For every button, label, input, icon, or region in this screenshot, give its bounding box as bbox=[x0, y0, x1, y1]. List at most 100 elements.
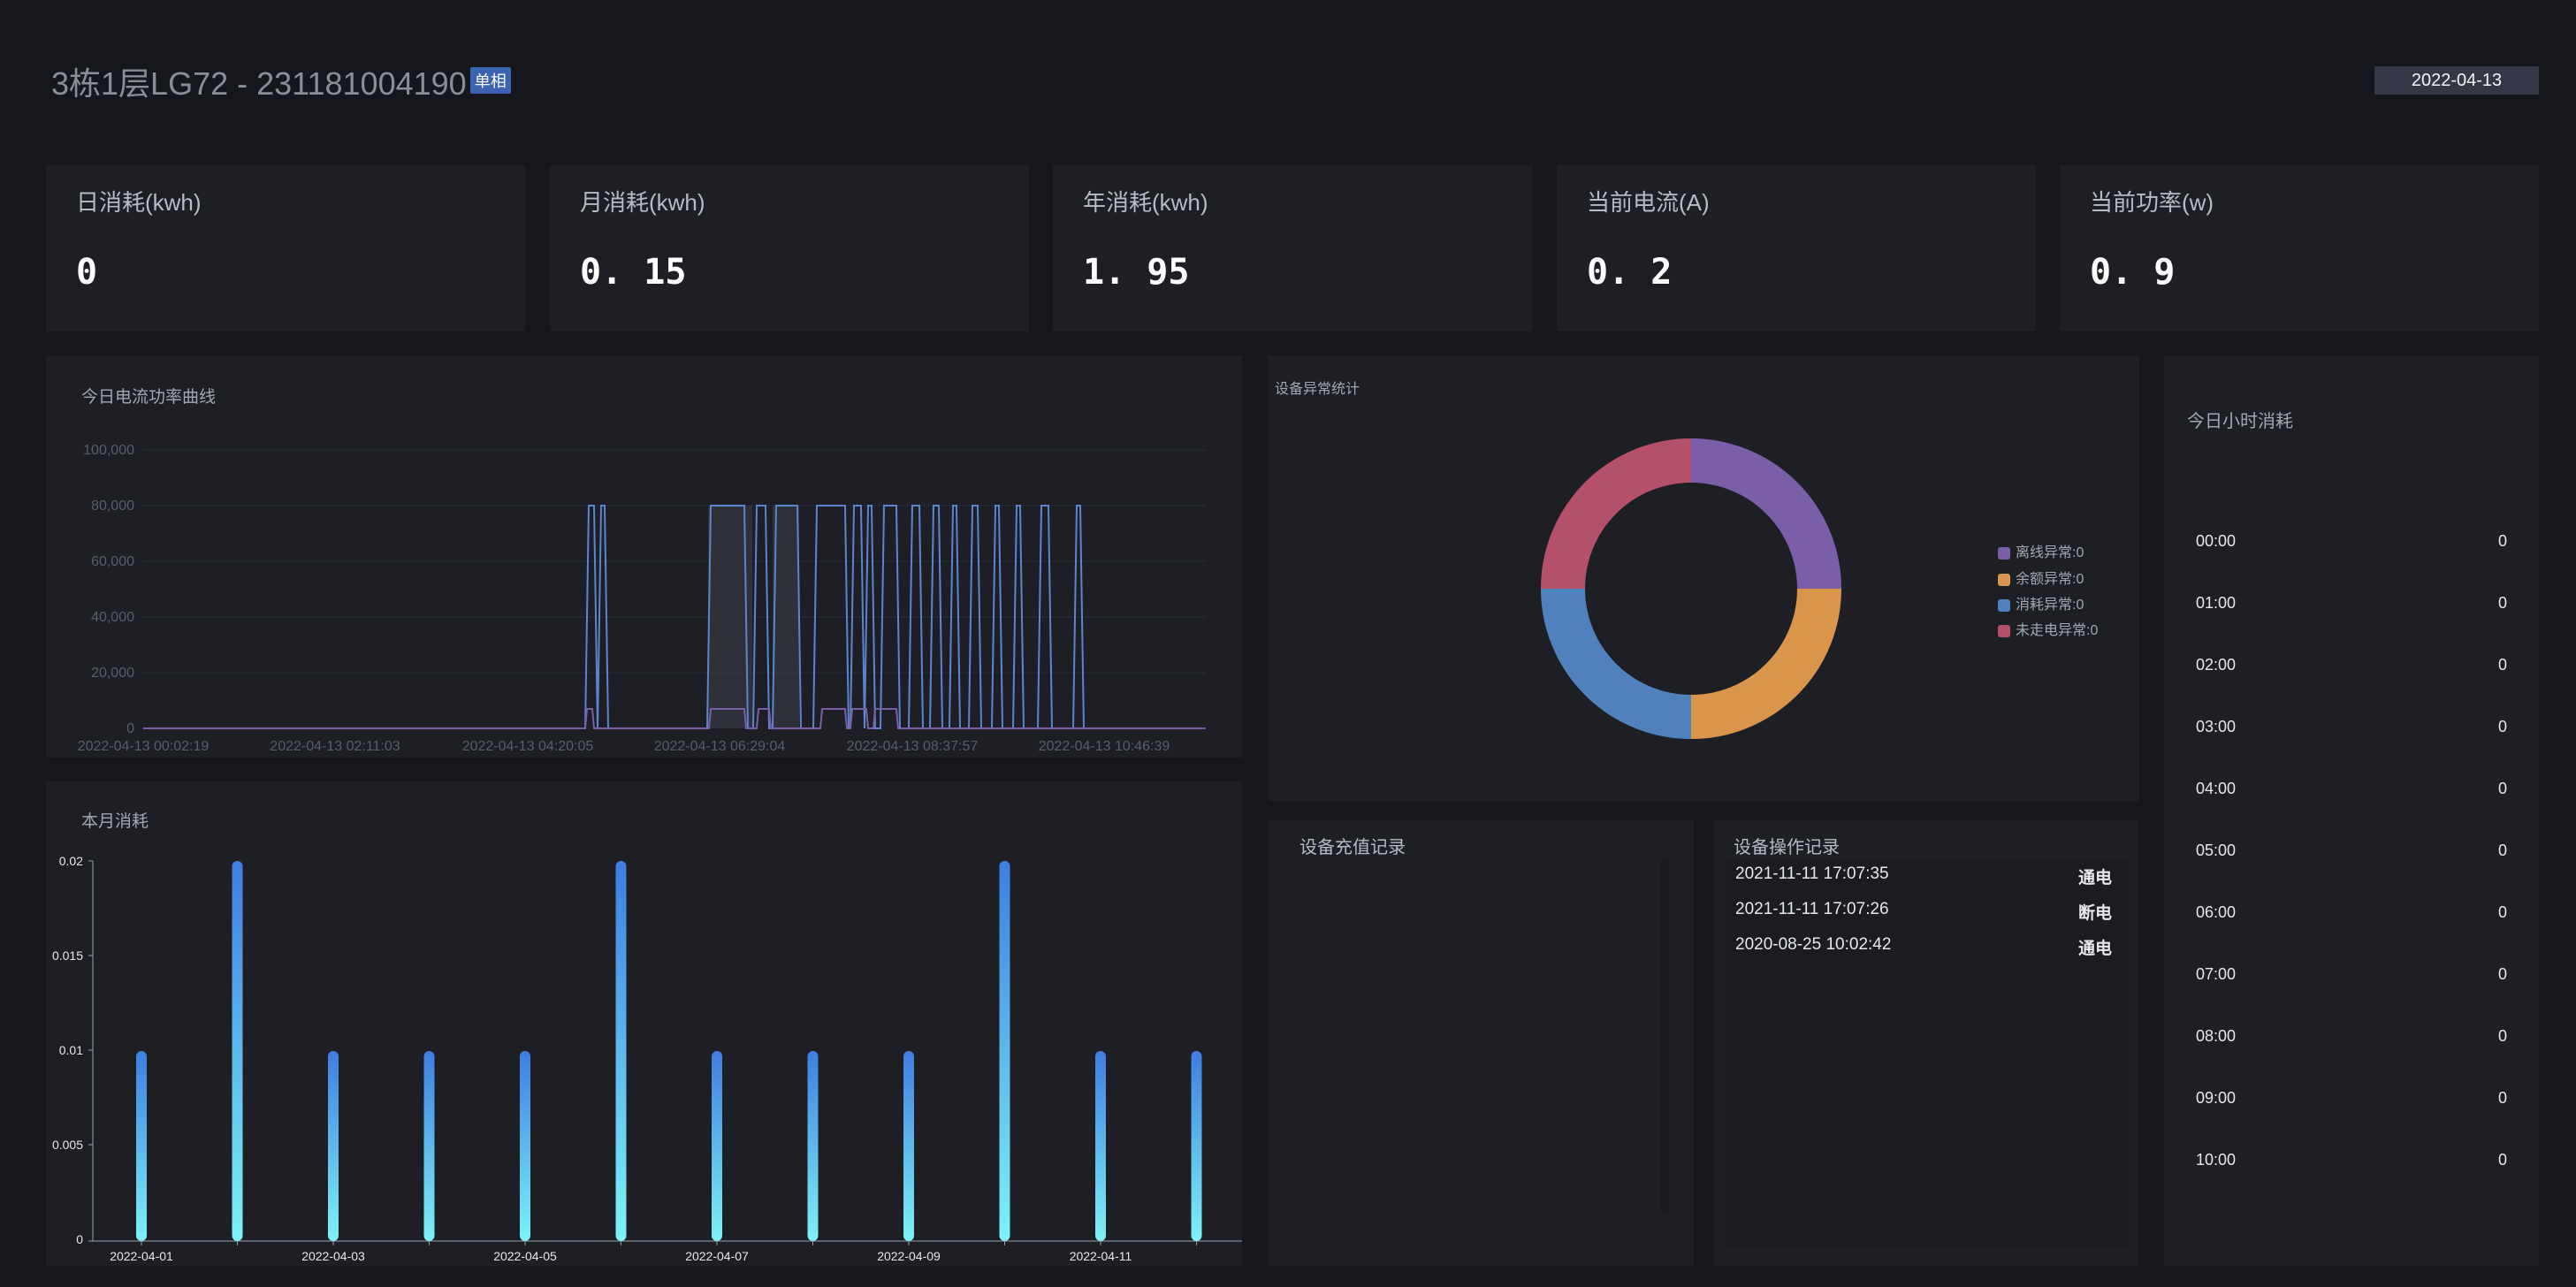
bar-2022-04-08[interactable] bbox=[807, 1051, 819, 1241]
legend-label: 余额异常:0 bbox=[2016, 572, 2084, 587]
y-tick-label: 0 bbox=[76, 1232, 83, 1246]
hour-row: 01:00 0 bbox=[2164, 594, 2539, 621]
recharge-title: 设备充值记录 bbox=[1299, 838, 1406, 857]
operation-action: 断电 bbox=[2077, 904, 2112, 923]
donut-slice-offline bbox=[1690, 438, 1841, 590]
stat-label: 当前功率(w) bbox=[2090, 189, 2214, 216]
bar-2022-04-05[interactable] bbox=[520, 1051, 530, 1241]
monthly-consumption-panel: 本月消耗 0.02 0.015 0.01 0.005 0 2022-04-01 bbox=[46, 781, 1242, 1266]
hour-value: 0 bbox=[2497, 1151, 2507, 1169]
hour-row: 09:00 0 bbox=[2164, 1089, 2539, 1116]
hourly-title: 今日小时消耗 bbox=[2187, 412, 2293, 431]
hour-row: 00:00 0 bbox=[2164, 532, 2539, 559]
hour-value: 0 bbox=[2497, 1027, 2507, 1045]
hour-label: 00:00 bbox=[2196, 532, 2237, 550]
hour-value: 0 bbox=[2497, 903, 2507, 921]
list-item[interactable]: 2021-11-11 17:07:35 通电 bbox=[1735, 864, 2117, 891]
power-curve-title: 今日电流功率曲线 bbox=[81, 388, 217, 407]
operations-panel: 设备操作记录 2021-11-11 17:07:35 通电 2021-11-11… bbox=[1714, 820, 2138, 1266]
hour-value: 0 bbox=[2497, 532, 2507, 550]
hour-label: 05:00 bbox=[2196, 842, 2237, 859]
bar-2022-04-04[interactable] bbox=[423, 1051, 435, 1241]
stat-card-power: 当前功率(w) 0. 9 bbox=[2060, 165, 2539, 331]
recharge-scrollbar[interactable] bbox=[1660, 859, 1669, 1213]
y-tick-label: 0.005 bbox=[52, 1138, 83, 1152]
stat-card-current: 当前电流(A) 0. 2 bbox=[1557, 165, 2036, 331]
operation-time: 2021-11-11 17:07:26 bbox=[1735, 900, 1889, 918]
y-tick-label: 100,000 bbox=[83, 443, 134, 458]
x-tick-label: 2022-04-11 bbox=[1070, 1249, 1132, 1263]
bar-2022-04-06[interactable] bbox=[615, 861, 627, 1241]
bar-2022-04-02[interactable] bbox=[232, 861, 243, 1241]
power-curve-panel: 今日电流功率曲线 100,000 80,000 60,000 40,000 20… bbox=[46, 355, 1242, 758]
bar-2022-04-11[interactable] bbox=[1095, 1051, 1106, 1241]
power-curve-chart[interactable]: 100,000 80,000 60,000 40,000 20,000 0 20… bbox=[46, 355, 1242, 758]
hour-label: 07:00 bbox=[2196, 965, 2237, 983]
legend-item-consumption[interactable]: 消耗异常:0 bbox=[1998, 592, 2084, 613]
power-shaded-region bbox=[773, 506, 799, 728]
current-series-line bbox=[143, 708, 1206, 729]
list-item[interactable]: 2020-08-25 10:02:42 通电 bbox=[1735, 935, 2117, 962]
anomaly-panel: 设备异常统计 离线异常:0 余额异常:0 消耗异常:0 未走电异常:0 bbox=[1268, 355, 2139, 801]
anomaly-title: 设备异常统计 bbox=[1275, 382, 1360, 397]
hour-value: 0 bbox=[2497, 594, 2507, 612]
y-tick-label: 0 bbox=[126, 721, 134, 736]
hour-value: 0 bbox=[2497, 965, 2507, 983]
legend-swatch bbox=[1998, 573, 2010, 586]
anomaly-donut-chart[interactable] bbox=[1268, 355, 2139, 801]
donut-slice-consumption bbox=[1541, 588, 1692, 739]
date-picker[interactable]: 2022-04-13 bbox=[2374, 66, 2539, 95]
legend-swatch bbox=[1998, 546, 2010, 560]
hour-value: 0 bbox=[2497, 1089, 2507, 1107]
hour-label: 10:00 bbox=[2196, 1151, 2237, 1169]
x-tick-label: 2022-04-13 02:11:03 bbox=[270, 739, 400, 754]
bar-2022-04-01[interactable] bbox=[136, 1051, 147, 1241]
stat-value: 0. 2 bbox=[1587, 252, 1673, 293]
hour-row: 04:00 0 bbox=[2164, 780, 2539, 806]
hour-row: 08:00 0 bbox=[2164, 1027, 2539, 1054]
bar-2022-04-07[interactable] bbox=[712, 1051, 722, 1241]
donut-slice-no-power bbox=[1541, 438, 1692, 590]
bar-2022-04-03[interactable] bbox=[328, 1051, 339, 1241]
y-tick-label: 40,000 bbox=[91, 610, 134, 625]
stat-card-monthly: 月消耗(kwh) 0. 15 bbox=[550, 165, 1029, 331]
hour-value: 0 bbox=[2497, 780, 2507, 797]
hour-label: 08:00 bbox=[2196, 1027, 2237, 1045]
stat-value: 1. 95 bbox=[1083, 252, 1190, 293]
legend-item-no-power[interactable]: 未走电异常:0 bbox=[1998, 618, 2098, 639]
y-tick-label: 20,000 bbox=[91, 666, 134, 681]
hour-row: 05:00 0 bbox=[2164, 842, 2539, 868]
x-tick-label: 2022-04-13 10:46:39 bbox=[1039, 739, 1170, 754]
operation-time: 2020-08-25 10:02:42 bbox=[1735, 935, 1892, 954]
hour-label: 04:00 bbox=[2196, 780, 2237, 797]
hour-value: 0 bbox=[2497, 842, 2507, 859]
stat-label: 月消耗(kwh) bbox=[580, 189, 705, 216]
y-tick-label: 0.01 bbox=[59, 1043, 83, 1057]
legend-item-offline[interactable]: 离线异常:0 bbox=[1998, 540, 2084, 561]
x-tick-label: 2022-04-01 bbox=[110, 1249, 173, 1263]
donut-slice-balance bbox=[1690, 588, 1841, 739]
y-tick-label: 0.02 bbox=[59, 854, 83, 868]
monthly-chart-title: 本月消耗 bbox=[81, 812, 149, 831]
stat-card-daily: 日消耗(kwh) 0 bbox=[46, 165, 525, 331]
x-tick-label: 2022-04-03 bbox=[301, 1249, 365, 1263]
hour-label: 02:00 bbox=[2196, 656, 2237, 674]
y-tick-label: 0.015 bbox=[52, 948, 83, 963]
monthly-bar-chart[interactable]: 0.02 0.015 0.01 0.005 0 2022-04-01 2022-… bbox=[46, 781, 1242, 1266]
hour-row: 03:00 0 bbox=[2164, 718, 2539, 744]
stat-label: 当前电流(A) bbox=[1587, 189, 1710, 216]
legend-item-balance[interactable]: 余额异常:0 bbox=[1998, 567, 2084, 588]
x-tick-label: 2022-04-13 06:29:04 bbox=[654, 739, 786, 754]
bar-2022-04-09[interactable] bbox=[903, 1051, 914, 1241]
legend-label: 未走电异常:0 bbox=[2016, 623, 2099, 638]
bar-2022-04-10[interactable] bbox=[999, 861, 1010, 1241]
hour-value: 0 bbox=[2497, 656, 2507, 674]
stat-value: 0 bbox=[76, 252, 98, 293]
recharge-panel: 设备充值记录 bbox=[1268, 820, 1694, 1266]
operation-action: 通电 bbox=[2077, 940, 2112, 958]
hour-label: 09:00 bbox=[2196, 1089, 2237, 1107]
bar-2022-04-12[interactable] bbox=[1191, 1051, 1202, 1241]
legend-label: 离线异常:0 bbox=[2016, 545, 2084, 560]
list-item[interactable]: 2021-11-11 17:07:26 断电 bbox=[1735, 900, 2117, 926]
stat-label: 年消耗(kwh) bbox=[1083, 189, 1208, 216]
